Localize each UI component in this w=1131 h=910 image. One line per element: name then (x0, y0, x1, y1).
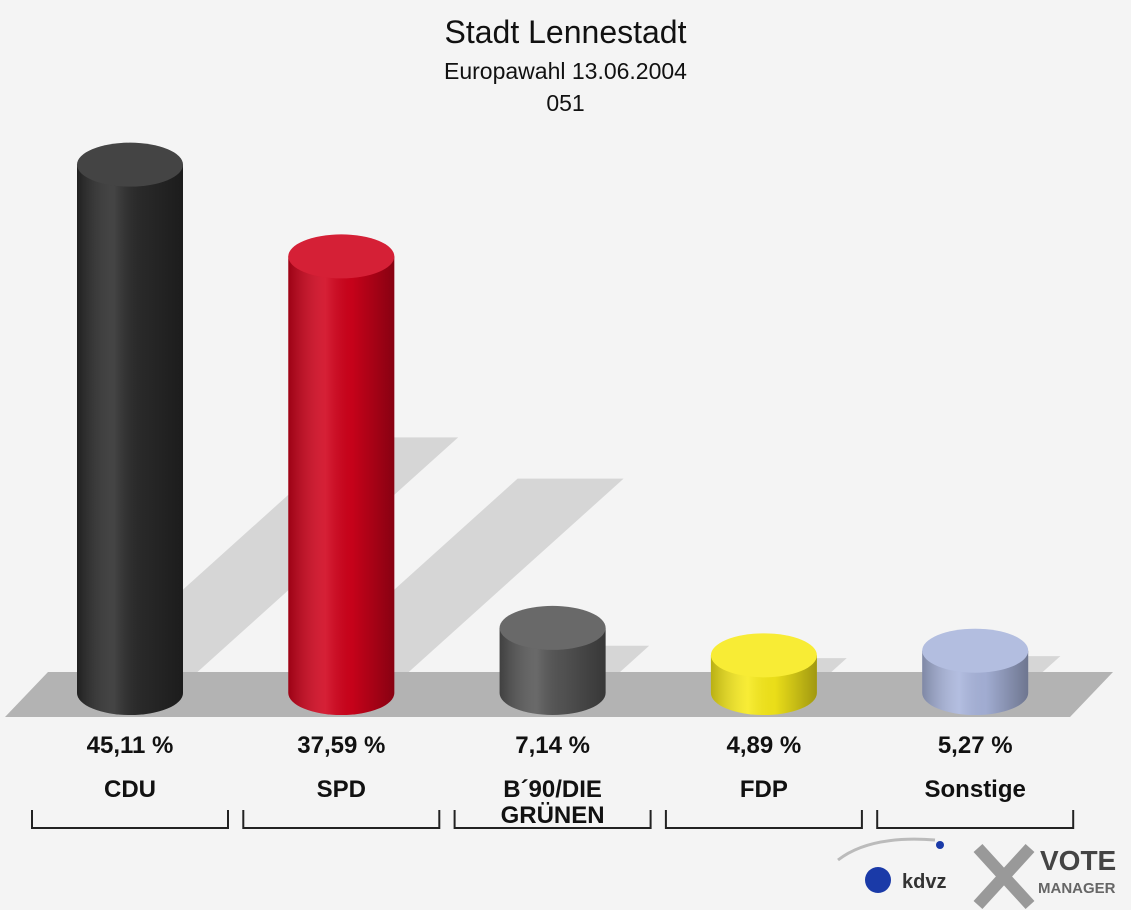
bar-top-light (499, 605, 606, 650)
value-label: 37,59 % (297, 732, 386, 759)
category-label: CDU (104, 776, 156, 803)
category-bracket (31, 810, 229, 829)
logo-text: VOTE (1040, 845, 1116, 876)
bar-top-light (710, 633, 817, 678)
value-label: 7,14 % (515, 732, 590, 759)
bar-top-light (922, 628, 1029, 673)
chart-title: Stadt Lennestadt (444, 14, 687, 50)
bar-shade (499, 627, 606, 715)
value-label: 45,11 % (86, 732, 174, 759)
value-label: 5,27 % (937, 732, 1013, 759)
bar-top-light (77, 142, 183, 187)
category-label: FDP (739, 776, 788, 803)
bar-top (710, 633, 817, 678)
logo-text: MANAGER (1038, 880, 1116, 897)
chart-subtitle: Europawahl 13.06.2004 (444, 58, 687, 84)
category-bracket (242, 810, 441, 829)
category-bracket (453, 810, 652, 829)
category-label: SPD (316, 776, 366, 803)
category-bracket (876, 810, 1075, 829)
category-label: B´90/DIE GRÜNEN (500, 776, 605, 829)
bar-top (288, 234, 395, 279)
logo: kdvz VOTE MANAGER (837, 837, 1116, 910)
bar-top (499, 605, 606, 650)
bar-top (77, 142, 183, 187)
bar-shade (77, 164, 183, 715)
category-label: Sonstige (924, 776, 1026, 803)
district: 051 (546, 90, 585, 116)
bar-shade (288, 256, 395, 715)
value-label: 4,89 % (726, 732, 802, 759)
logo-text: kdvz (902, 871, 946, 893)
bar-top-light (288, 234, 395, 279)
category-bracket (664, 810, 863, 829)
bar-top (922, 628, 1029, 673)
